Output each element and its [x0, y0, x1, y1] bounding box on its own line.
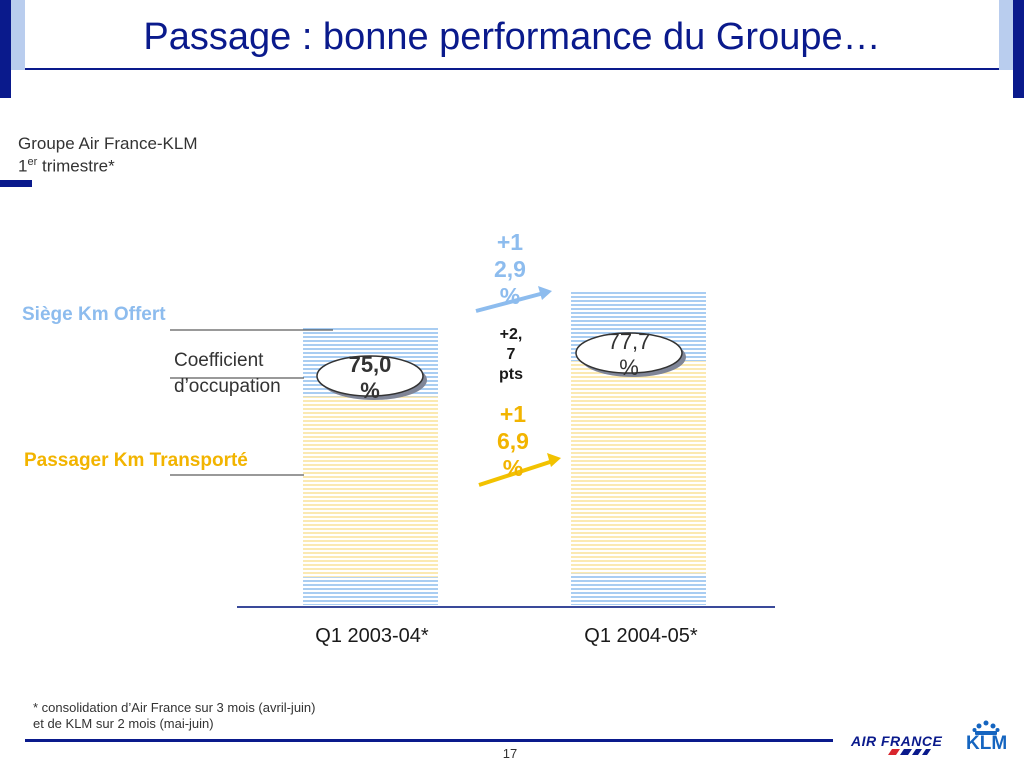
lf-change-line2: 7	[506, 346, 516, 363]
load-factor-badge-0: 75,0%	[316, 352, 427, 403]
footnote-line1: * consolidation d’Air France sur 3 mois …	[33, 700, 316, 715]
bar-base-1	[571, 573, 706, 605]
bar-pkt-0	[303, 396, 438, 578]
air-france-logo: AIR FRANCE	[851, 733, 943, 749]
x-tick-label-q1-2004: Q1 2004-05*	[584, 625, 698, 647]
slide-title: Passage : bonne performance du Groupe…	[143, 16, 881, 58]
klm-crown-icon	[972, 720, 1000, 735]
header-right-bar	[1013, 0, 1024, 98]
sko-growth-line3: %	[499, 283, 521, 309]
lf-change-line1: +2,	[499, 326, 523, 343]
pkt-growth-arrow	[478, 453, 561, 487]
subtitle-period-number: 1	[18, 156, 28, 176]
load-factor-unit-1: %	[619, 355, 639, 380]
subtitle-period: 1er trimestre*	[18, 156, 115, 177]
air-france-stripes-icon	[888, 749, 931, 755]
page-number: 17	[502, 746, 518, 761]
load-factor-change-label: +2, 7 pts	[486, 325, 536, 385]
load-factor-badge-1: 77,7%	[575, 329, 686, 380]
legend-sko-label: Siège Km Offert	[22, 304, 166, 325]
bar-base-0	[303, 577, 438, 605]
sko-growth-line1: +1	[496, 229, 524, 255]
load-factor-value-1: 77,7	[608, 329, 651, 354]
header-left-accent	[11, 0, 25, 70]
klm-logo: KLM	[966, 733, 1008, 754]
load-factor-unit-0: %	[360, 378, 380, 403]
sko-growth-arrow	[475, 286, 552, 313]
header-right-accent	[999, 0, 1013, 70]
header-left-bar	[0, 0, 11, 98]
load-factor-value-0: 75,0	[349, 352, 392, 377]
pkt-growth-line2: 6,9	[497, 428, 529, 454]
lf-change-line3: pts	[499, 366, 523, 383]
legend-pkt-label: Passager Km Transporté	[24, 450, 248, 471]
title-underline	[25, 68, 999, 70]
bar-pkt-1	[571, 361, 706, 574]
legend-load-factor-line1: Coefficient	[174, 350, 264, 371]
pkt-growth-line3: %	[502, 455, 524, 481]
sko-growth-line2: 2,9	[494, 256, 526, 282]
footnote-line2: et de KLM sur 2 mois (mai-juin)	[33, 716, 214, 731]
subtitle-marker	[0, 180, 32, 187]
pkt-growth-line1: +1	[499, 401, 527, 427]
footer-rule	[25, 739, 833, 742]
x-tick-label-q1-2003: Q1 2003-04*	[315, 625, 429, 647]
pkt-growth-label: +1 6,9 %	[483, 401, 543, 482]
subtitle-group: Groupe Air France-KLM	[18, 134, 198, 153]
legend-load-factor-line2: d’occupation	[174, 376, 281, 397]
subtitle-period-sup: er	[27, 156, 38, 168]
sko-growth-label: +1 2,9 %	[480, 229, 540, 310]
subtitle-period-suffix: trimestre*	[37, 156, 115, 176]
